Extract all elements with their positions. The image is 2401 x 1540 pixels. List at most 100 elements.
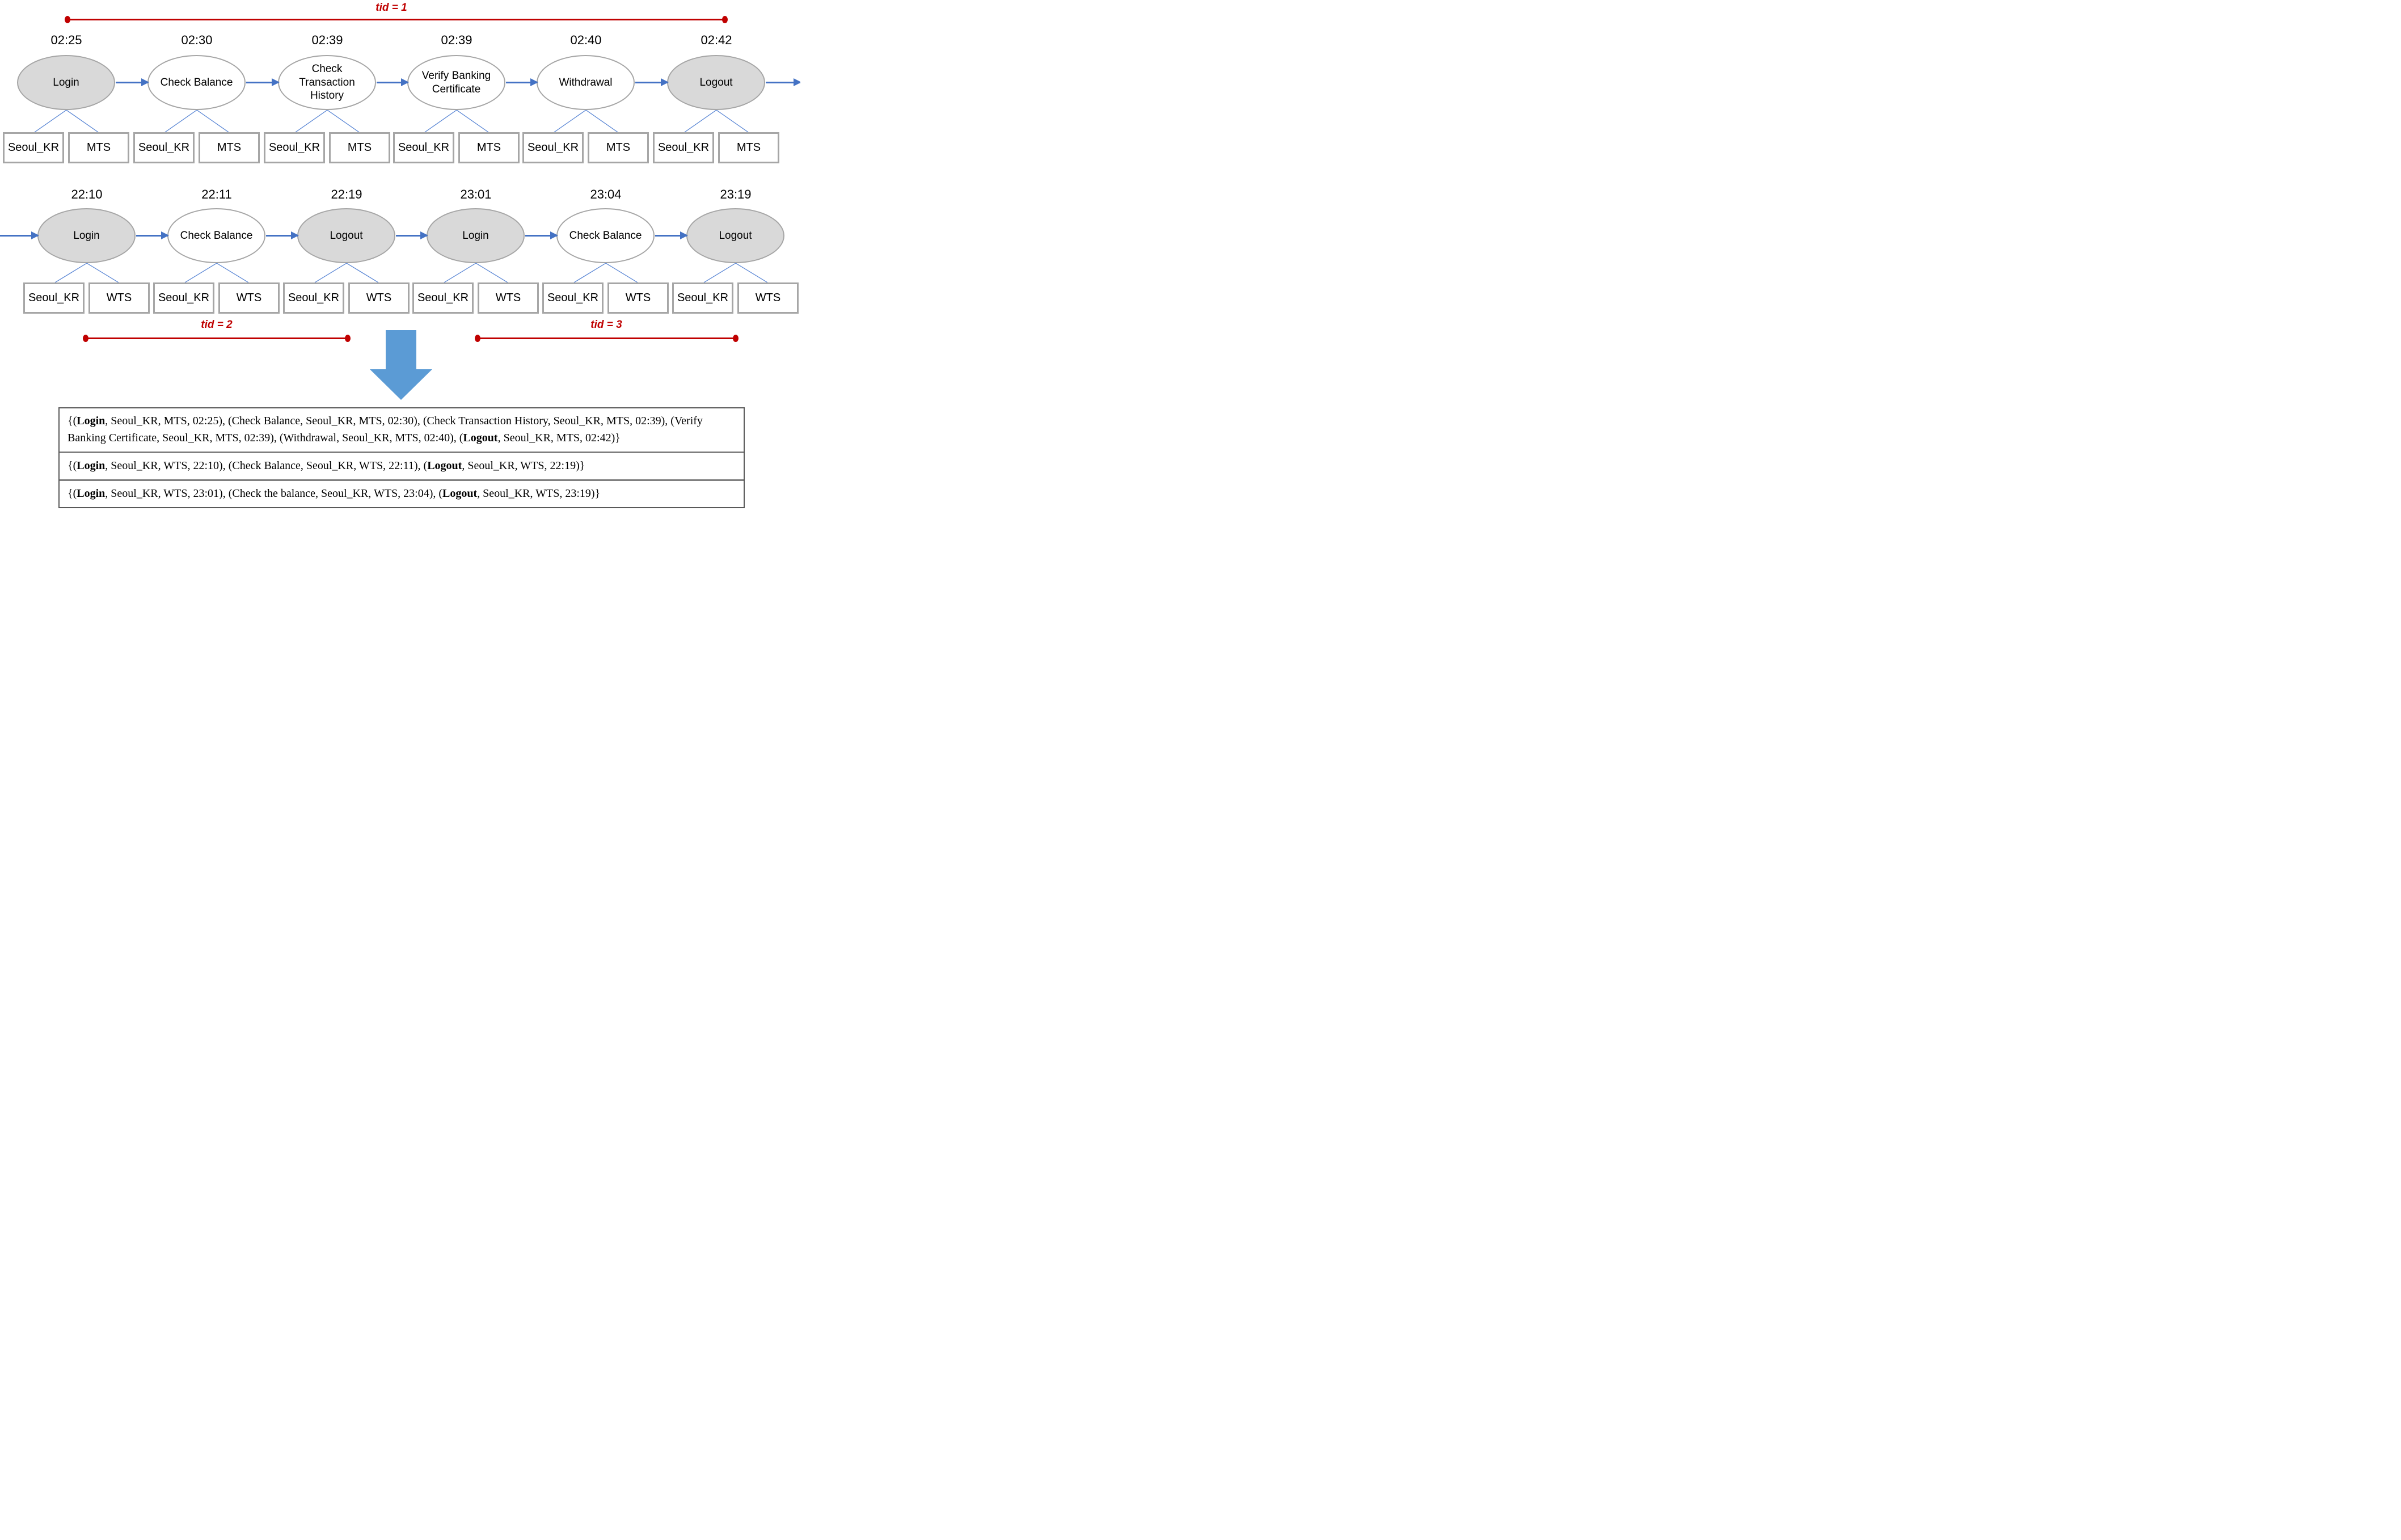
attribute-boxes: Seoul_KR MTS — [522, 132, 649, 163]
attribute-boxes: Seoul_KR MTS — [653, 132, 780, 163]
activity-ellipse: Check Balance — [147, 55, 246, 110]
activity-ellipse: Logout — [667, 55, 765, 110]
flow-arrow — [655, 231, 688, 239]
attribute-boxes: Seoul_KR MTS — [3, 132, 130, 163]
activity-ellipse: Check Balance — [167, 208, 265, 263]
attribute-boxes: Seoul_KR MTS — [133, 132, 260, 163]
timestamp-label: 02:40 — [570, 33, 602, 47]
down-arrow-icon — [370, 369, 432, 400]
flow-arrow — [396, 231, 428, 239]
attribute-boxes: Seoul_KR MTS — [264, 132, 391, 163]
location-box: Seoul_KR — [153, 282, 214, 314]
location-box: Seoul_KR — [283, 282, 344, 314]
flow-arrow — [116, 78, 149, 86]
activity-ellipse: Logout — [297, 208, 395, 263]
channel-box: MTS — [68, 132, 129, 163]
event-node: 23:01 Login Seoul_KR WTS — [412, 187, 539, 319]
channel-box: WTS — [478, 282, 539, 314]
flow-arrow — [506, 78, 538, 86]
trace-row: {(Login, Seoul_KR, WTS, 22:10), (Check B… — [60, 453, 744, 481]
tid-label: tid = 1 — [375, 2, 407, 14]
timestamp-label: 23:19 — [720, 187, 752, 201]
event-node: 22:11 Check Balance Seoul_KR WTS — [153, 187, 280, 319]
channel-box: WTS — [737, 282, 799, 314]
event-node: 02:25 Login Seoul_KR MTS — [3, 33, 130, 164]
activity-ellipse: Login — [427, 208, 525, 263]
timestamp-label: 02:42 — [701, 33, 732, 47]
attribute-boxes: Seoul_KR WTS — [672, 282, 799, 314]
down-arrow-icon — [386, 330, 416, 370]
attribute-connector-lines — [703, 263, 768, 282]
timestamp-label: 23:01 — [460, 187, 492, 201]
channel-box: MTS — [458, 132, 520, 163]
location-box: Seoul_KR — [542, 282, 604, 314]
channel-box: MTS — [718, 132, 779, 163]
event-node: 22:19 Logout Seoul_KR WTS — [283, 187, 410, 319]
channel-box: WTS — [88, 282, 150, 314]
event-node: 02:39 Verify Banking Certificate Seoul_K… — [393, 33, 520, 164]
tid-bracket — [65, 16, 728, 23]
attribute-connector-lines — [184, 263, 249, 282]
location-box: Seoul_KR — [412, 282, 474, 314]
attribute-boxes: Seoul_KR MTS — [393, 132, 520, 163]
attribute-boxes: Seoul_KR WTS — [283, 282, 410, 314]
attribute-boxes: Seoul_KR WTS — [23, 282, 150, 314]
timestamp-label: 02:25 — [50, 33, 82, 47]
trace-row: {(Login, Seoul_KR, WTS, 23:01), (Check t… — [67, 487, 601, 500]
event-node: 02:40 Withdrawal Seoul_KR MTS — [522, 33, 649, 164]
activity-ellipse: Check Balance — [556, 208, 655, 263]
timestamp-label: 22:19 — [331, 187, 362, 201]
tid-bracket — [475, 335, 739, 342]
location-box: Seoul_KR — [522, 132, 584, 163]
channel-box: MTS — [199, 132, 260, 163]
trace-row: {(Login, Seoul_KR, MTS, 02:25), (Check B… — [60, 408, 744, 453]
event-node: 02:42 Logout Seoul_KR MTS — [653, 33, 780, 164]
activity-ellipse: Withdrawal — [537, 55, 635, 110]
flow-arrow — [266, 231, 299, 239]
location-box: Seoul_KR — [23, 282, 85, 314]
tid-label: tid = 3 — [590, 319, 622, 331]
location-box: Seoul_KR — [133, 132, 195, 163]
attribute-connector-lines — [684, 110, 749, 132]
attribute-connector-lines — [424, 110, 489, 132]
attribute-connector-lines — [444, 263, 508, 282]
event-node: 22:10 Login Seoul_KR WTS — [23, 187, 150, 319]
flow-arrow — [635, 78, 669, 86]
timestamp-label: 02:39 — [441, 33, 472, 47]
flow-arrow — [525, 231, 558, 239]
attribute-boxes: Seoul_KR WTS — [542, 282, 669, 314]
activity-ellipse: Login — [37, 208, 136, 263]
attribute-connector-lines — [164, 110, 229, 132]
flow-arrow-enter — [0, 231, 39, 239]
event-node: 23:19 Logout Seoul_KR WTS — [672, 187, 799, 319]
activity-ellipse: Check Transaction History — [278, 55, 376, 110]
location-box: Seoul_KR — [653, 132, 714, 163]
channel-box: MTS — [588, 132, 649, 163]
timestamp-label: 02:30 — [181, 33, 213, 47]
timestamp-label: 22:10 — [71, 187, 103, 201]
attribute-connector-lines — [573, 263, 638, 282]
location-box: Seoul_KR — [393, 132, 454, 163]
event-node: 02:39 Check Transaction History Seoul_KR… — [264, 33, 391, 164]
flow-arrow-exit — [766, 78, 800, 86]
channel-box: WTS — [218, 282, 280, 314]
flow-arrow — [377, 78, 409, 86]
tid-label: tid = 2 — [201, 319, 233, 331]
event-sequence-diagram: tid = 1 02:25 Login Seoul_KR MTS 02:30 C… — [0, 0, 800, 513]
location-box: Seoul_KR — [672, 282, 733, 314]
attribute-boxes: Seoul_KR WTS — [412, 282, 539, 314]
location-box: Seoul_KR — [264, 132, 325, 163]
attribute-connector-lines — [34, 110, 99, 132]
location-box: Seoul_KR — [3, 132, 64, 163]
flow-arrow — [136, 231, 169, 239]
flow-arrow — [246, 78, 280, 86]
activity-ellipse: Verify Banking Certificate — [407, 55, 505, 110]
channel-box: WTS — [348, 282, 410, 314]
attribute-connector-lines — [314, 263, 379, 282]
timestamp-label: 22:11 — [201, 187, 232, 201]
attribute-connector-lines — [295, 110, 360, 132]
attribute-connector-lines — [54, 263, 119, 282]
trace-table: {(Login, Seoul_KR, MTS, 02:25), (Check B… — [58, 407, 745, 508]
tid-bracket — [83, 335, 351, 342]
timestamp-label: 23:04 — [590, 187, 622, 201]
